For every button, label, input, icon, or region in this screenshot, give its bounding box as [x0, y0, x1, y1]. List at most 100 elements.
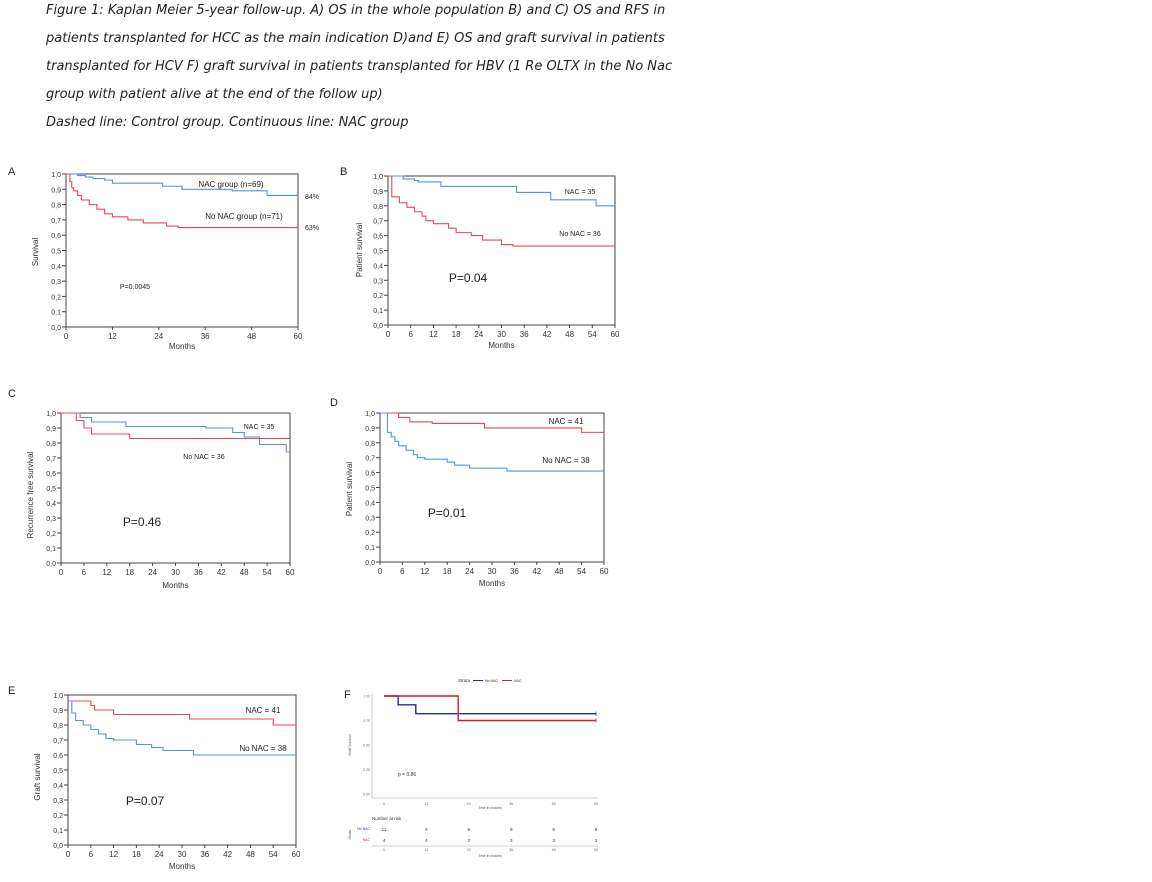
x-tick-label: 42 [532, 567, 541, 576]
risk-value: 11 [382, 827, 387, 832]
panel-a: A 0,0 0,1 0,2 0,3 0,4 0,5 0,6 0,7 0,8 0,9 1,0 0 12 24 3… [8, 166, 319, 351]
y-tick-label: 1,0 [365, 411, 375, 418]
chart-annotation: 63% [305, 225, 319, 232]
risk-value: 9 [510, 827, 513, 832]
y-tick-label: 0,2 [46, 531, 56, 538]
y-tick-label: 0,9 [373, 189, 383, 196]
km-curve-no-nac-38 [380, 412, 604, 472]
y-axis-label: Patient survival [355, 223, 364, 277]
x-tick-label: 54 [263, 568, 272, 577]
y-tick-label: 0,1 [46, 546, 56, 553]
risk-row-label: NAC [363, 838, 371, 842]
y-tick-label: 0,0 [365, 560, 375, 567]
chart-annotation: 84% [305, 194, 319, 201]
x-tick-label: 6 [82, 568, 87, 577]
x-tick-label: 54 [577, 567, 586, 576]
y-tick-label: 0.75 [363, 719, 370, 723]
x-tick-label: 36 [200, 850, 209, 859]
chart-annotation: P=0.46 [123, 515, 162, 529]
y-tick-label: 0,2 [51, 294, 61, 301]
y-tick-label: 0,1 [365, 545, 375, 552]
y-tick-label: 0,9 [365, 426, 375, 433]
x-tick-label: 48 [247, 332, 256, 341]
x-tick-label: 0 [64, 332, 69, 341]
risk-value: 9 [595, 827, 598, 832]
y-tick-label: 1,0 [373, 174, 383, 181]
legend-title: Strata [458, 678, 471, 683]
chart-annotation: P=0.0045 [120, 284, 150, 291]
y-tick-label: 0,9 [53, 708, 63, 715]
y-tick-label: 0,5 [365, 486, 375, 493]
x-axis-label: Months [162, 581, 188, 590]
x-tick-label: 30 [171, 568, 180, 577]
km-curve-nac-35 [61, 412, 290, 453]
y-tick-label: 1,0 [53, 693, 63, 700]
y-tick-label: 0,9 [46, 426, 56, 433]
y-tick-label: 0,5 [51, 249, 61, 256]
y-tick-label: 0,8 [46, 441, 56, 448]
y-tick-label: 0,6 [46, 471, 56, 478]
x-tick-label: 42 [223, 850, 232, 859]
x-tick-label: 18 [125, 568, 134, 577]
y-tick-label: 0,4 [373, 263, 383, 270]
x-tick-label: 12 [109, 850, 118, 859]
caption-line: patients transplanted for HCC as the mai… [46, 31, 665, 46]
chart-annotation: P=0.04 [449, 271, 488, 285]
y-axis-label: Patient survival [345, 462, 354, 516]
figure-caption: Figure 1: Kaplan Meier 5-year follow-up.… [46, 0, 672, 140]
y-tick-label: 0.25 [363, 768, 370, 772]
risk-x-axis-label: Time in months [478, 854, 502, 858]
y-tick-label: 0,3 [51, 279, 61, 286]
risk-x-tick-label: 24 [467, 848, 471, 852]
panel-f: F Strata No NAC NAC 0.00 0.25 0.50 0.75 1.00 0 12 2… [344, 678, 598, 858]
y-tick-label: 0,0 [53, 843, 63, 850]
y-tick-label: 0,0 [373, 323, 383, 330]
y-tick-label: 0,8 [53, 723, 63, 730]
caption-line: Figure 1: Kaplan Meier 5-year follow-up.… [46, 3, 666, 18]
y-tick-label: 1,0 [51, 172, 61, 179]
km-curve-no-nac-36 [388, 175, 615, 247]
x-tick-label: 48 [552, 802, 556, 806]
km-curve-nac [384, 695, 596, 722]
chart-annotation: P=0.01 [428, 506, 467, 520]
y-tick-label: 0,6 [51, 233, 61, 240]
y-tick-label: 0,1 [51, 310, 61, 317]
risk-x-tick-label: 60 [594, 848, 598, 852]
y-tick-label: 0,4 [365, 500, 375, 507]
legend-label: NAC [514, 679, 522, 683]
risk-value: 3 [552, 838, 555, 843]
y-tick-label: 1,0 [46, 411, 56, 418]
y-tick-label: 0,7 [46, 456, 56, 463]
y-tick-label: 0,5 [373, 249, 383, 256]
risk-x-tick-label: 0 [383, 848, 385, 852]
y-tick-label: 0,6 [365, 471, 375, 478]
y-tick-label: 0,7 [365, 456, 375, 463]
y-tick-label: 0,1 [373, 308, 383, 315]
x-tick-label: 60 [600, 567, 609, 576]
x-tick-label: 30 [178, 850, 187, 859]
panel-letter: D [330, 397, 338, 409]
risk-value: 4 [383, 838, 386, 843]
y-tick-label: 0,1 [53, 828, 63, 835]
y-tick-label: 0,4 [51, 264, 61, 271]
x-tick-label: 24 [154, 332, 163, 341]
chart-annotation: P=0.07 [126, 794, 165, 808]
y-tick-label: 0,6 [373, 234, 383, 241]
x-tick-label: 24 [474, 330, 483, 339]
y-tick-label: 1.00 [363, 695, 370, 699]
x-tick-label: 54 [269, 850, 278, 859]
chart-annotation: No NAC = 36 [559, 231, 601, 238]
plot-frame [387, 175, 616, 326]
y-tick-label: 0,8 [365, 441, 375, 448]
panel-d: D 0,0 0,1 0,2 0,3 0,4 0,5 0,6 0,7 0,8 0,9 1,0 0 6 12 18… [330, 397, 609, 588]
km-curve-nac-35 [388, 175, 615, 207]
y-tick-label: 0,2 [373, 293, 383, 300]
x-tick-label: 48 [565, 330, 574, 339]
chart-annotation: NAC = 35 [244, 424, 275, 431]
km-curve-no-nac [384, 695, 596, 715]
plot-frame [67, 694, 297, 846]
x-tick-label: 24 [465, 567, 474, 576]
y-tick-label: 0,3 [46, 516, 56, 523]
plot-frame [60, 412, 291, 564]
y-axis-label: Survival [31, 238, 40, 267]
